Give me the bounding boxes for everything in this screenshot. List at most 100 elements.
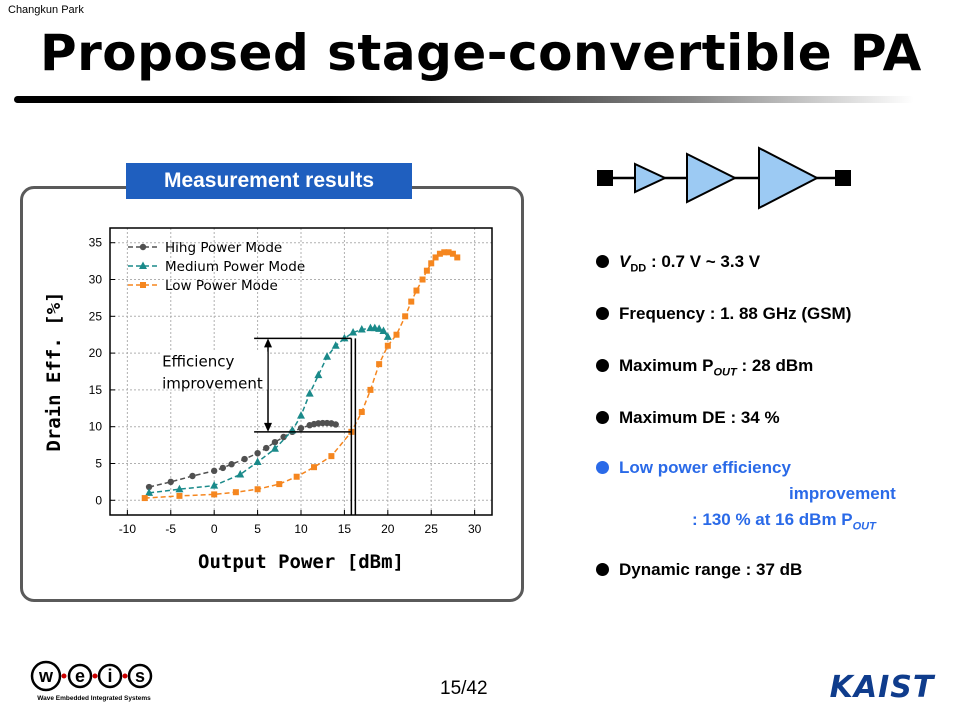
data-point <box>445 249 452 256</box>
weis-dot-icon <box>92 673 98 679</box>
x-tick-label: -10 <box>119 522 137 536</box>
y-tick-label: 25 <box>89 309 103 323</box>
data-point <box>219 464 227 472</box>
kaist-wordmark: KAIST <box>830 670 936 705</box>
y-tick-label: 30 <box>89 273 103 287</box>
data-point <box>314 370 323 379</box>
weis-ring-e-icon <box>67 663 93 689</box>
amplifier-stage-small-icon <box>634 162 668 194</box>
annotation-label-line1: Efficiency <box>162 352 234 370</box>
data-point <box>428 260 435 267</box>
legend-label: Low Power Mode <box>165 278 278 294</box>
weis-letter-w: w <box>38 666 54 686</box>
data-point <box>167 478 174 486</box>
data-point <box>276 481 283 488</box>
data-point <box>393 331 400 338</box>
weis-letter-i: i <box>107 666 112 686</box>
y-tick-label: 15 <box>89 383 103 397</box>
data-point <box>232 489 239 496</box>
x-tick-label: 30 <box>468 522 482 536</box>
data-point <box>454 254 461 261</box>
annotation-label-line2: improvement <box>162 374 263 392</box>
data-point <box>331 341 340 349</box>
data-point <box>311 464 318 471</box>
weis-logo: w e i s Wave Embedded Integrated Systems <box>30 660 153 702</box>
x-tick-label: 10 <box>294 522 308 536</box>
x-tick-label: 0 <box>211 522 218 536</box>
bullet-dot-icon <box>596 563 609 576</box>
data-point <box>367 386 374 393</box>
data-point <box>402 313 409 320</box>
bullet-dot-icon <box>596 411 609 424</box>
amplifier-stage-medium-icon <box>686 152 738 204</box>
title-underline <box>14 96 914 103</box>
data-point <box>236 470 245 478</box>
legend-label: Medium Power Mode <box>165 259 305 275</box>
bullet-dot-icon <box>596 255 609 268</box>
spec-low-power-improvement: improvement <box>789 484 896 503</box>
data-point <box>449 250 456 257</box>
data-point <box>375 324 384 332</box>
data-point <box>270 444 279 452</box>
data-point <box>145 483 153 491</box>
data-point <box>297 424 305 432</box>
data-point <box>408 298 415 305</box>
spec-frequency: Frequency : 1. 88 GHz (GSM) <box>596 304 851 324</box>
y-tick-label: 5 <box>95 456 102 470</box>
x-tick-label: 15 <box>338 522 352 536</box>
y-tick-label: 35 <box>89 236 103 250</box>
data-point <box>189 472 196 480</box>
weis-ring-s-icon <box>127 663 153 689</box>
y-axis-label: Drain Eff. [%] <box>43 291 65 451</box>
data-point <box>432 254 439 261</box>
data-point <box>241 455 248 463</box>
measurement-panel-label: Measurement results <box>126 163 412 199</box>
data-point <box>145 488 154 496</box>
spec-vdd: VDD : 0.7 V ~ 3.3 V <box>596 252 760 274</box>
data-point <box>328 453 335 460</box>
weis-ring-w-icon <box>30 660 62 692</box>
pa-stage-schematic <box>597 146 851 210</box>
y-tick-label: 0 <box>95 493 102 507</box>
data-point <box>323 352 332 360</box>
legend-marker <box>139 243 147 251</box>
x-tick-label: -5 <box>165 522 176 536</box>
spec-max-de: Maximum DE : 34 % <box>596 408 780 428</box>
data-point <box>305 389 314 397</box>
x-axis-label: Output Power [dBm] <box>198 551 404 573</box>
data-point <box>210 467 218 475</box>
slide-title: Proposed stage-convertible PA <box>40 24 922 82</box>
data-point <box>253 457 262 466</box>
bullet-dot-icon <box>596 461 609 474</box>
weis-letter-e: e <box>75 666 85 686</box>
legend-label: Hihg Power Mode <box>165 240 282 256</box>
data-point <box>280 433 287 441</box>
data-point <box>332 421 339 428</box>
data-point <box>376 361 383 368</box>
data-point <box>384 342 391 349</box>
spec-max-pout: Maximum POUT : 28 dBm <box>596 356 813 378</box>
spec-low-power-efficiency: Low power efficiency <box>596 458 791 478</box>
data-point <box>176 492 183 499</box>
author-name: Changkun Park <box>8 4 84 16</box>
annotation-arrowhead-up-icon <box>264 338 273 348</box>
y-tick-label: 10 <box>89 420 103 434</box>
data-point <box>254 449 261 457</box>
weis-dot-icon <box>61 673 67 679</box>
series-line <box>149 327 389 494</box>
data-point <box>423 267 430 274</box>
annotation-arrowhead-down-icon <box>264 422 273 432</box>
data-point <box>271 438 279 446</box>
data-point <box>436 250 443 257</box>
data-point <box>297 411 305 419</box>
data-point <box>210 481 219 489</box>
weis-letter-s: s <box>135 666 145 686</box>
legend-marker <box>139 261 147 269</box>
page-number: 15/42 <box>440 678 488 699</box>
drain-efficiency-chart: -10 -5 0 5 10 15 20 25 30 0 5 10 15 20 25 30 35 Output Po… <box>43 227 493 573</box>
bullet-dot-icon <box>596 359 609 372</box>
data-point <box>263 444 270 452</box>
data-point <box>211 491 218 498</box>
data-point <box>413 287 420 294</box>
x-tick-label: 25 <box>425 522 439 536</box>
